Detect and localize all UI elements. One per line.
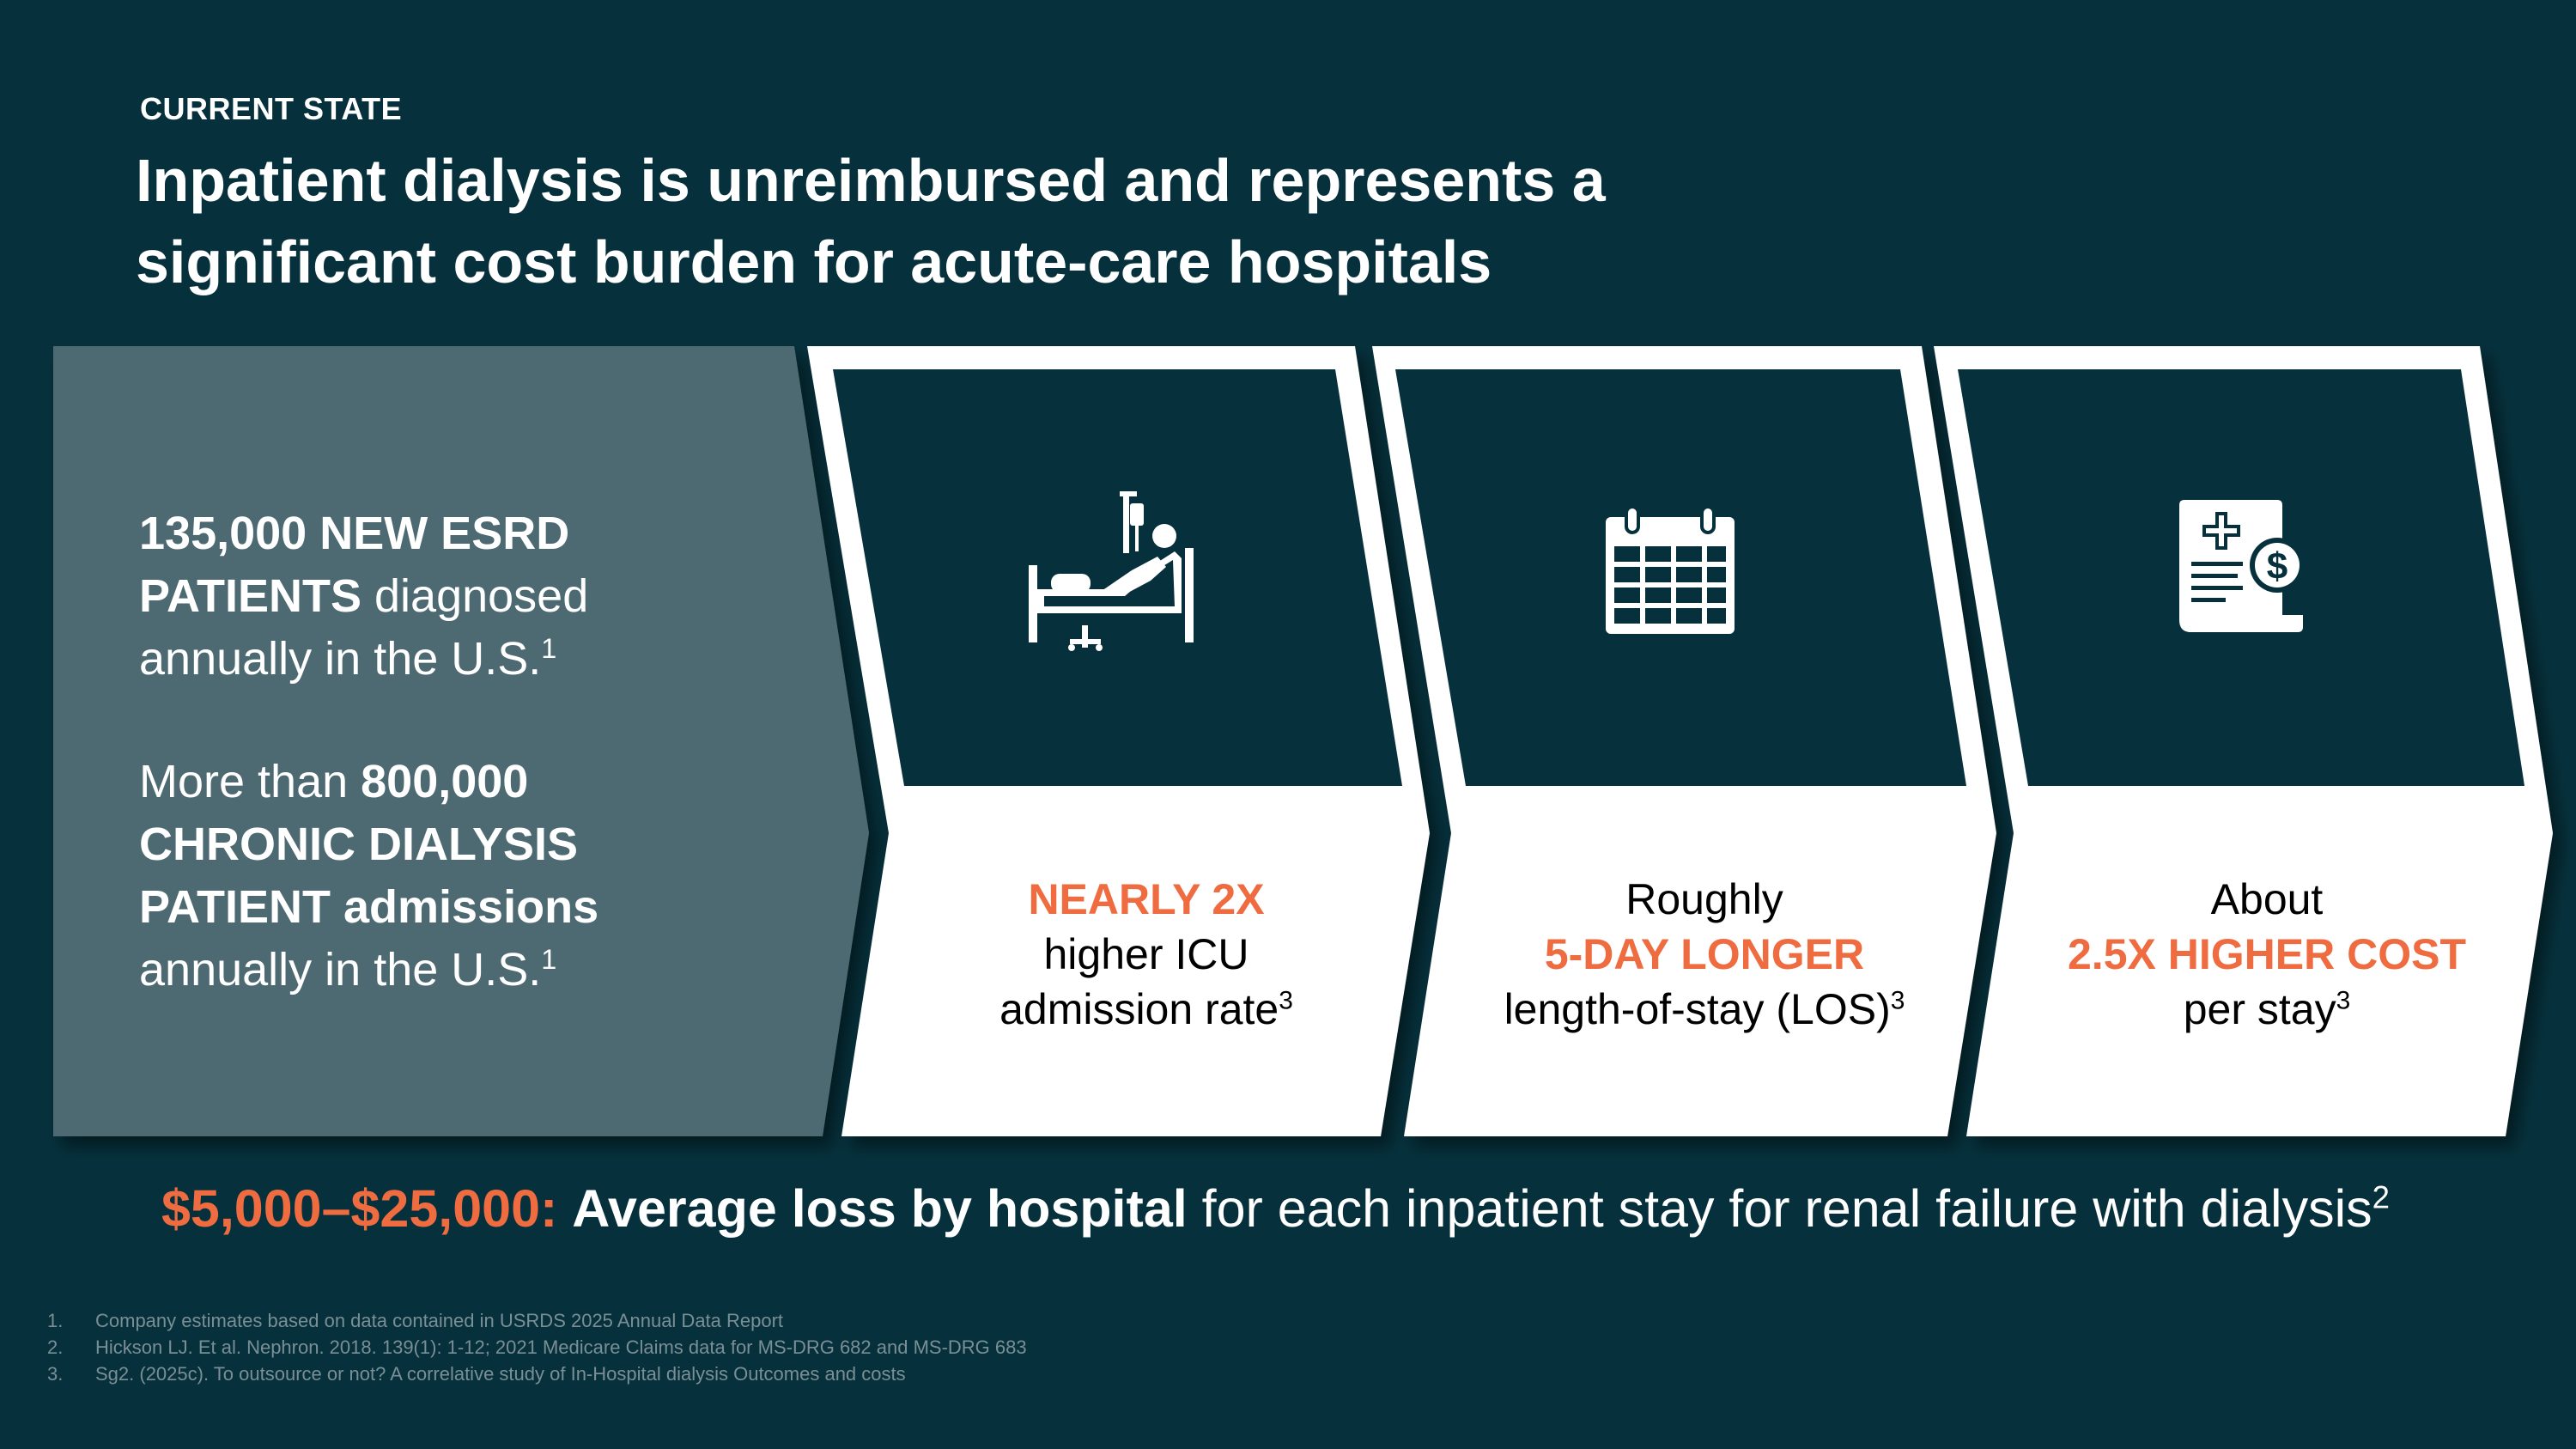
- summary-ref: 2: [2372, 1179, 2390, 1215]
- card-2-line-3: length-of-stay (LOS)3: [1504, 985, 1905, 1033]
- stat-2-line-2: CHRONIC DIALYSIS: [139, 819, 579, 870]
- summary-amount: $5,000–$25,000:: [161, 1179, 558, 1238]
- title-line-1: Inpatient dialysis is unreimbursed and r…: [136, 147, 1606, 214]
- stat-2-line-3: PATIENT admissions: [139, 881, 599, 933]
- left-panel-text: 135,000 NEW ESRD PATIENTS diagnosed annu…: [139, 502, 843, 1002]
- stat-1-ref: 1: [541, 633, 557, 664]
- card-3-line-1: About: [2210, 875, 2324, 923]
- card-2-text: Roughly 5-DAY LONGER length-of-stay (LOS…: [1464, 872, 1945, 1037]
- card-2-line-1: Roughly: [1625, 875, 1783, 923]
- card-2-ref: 3: [1890, 986, 1905, 1015]
- medical-bill-icon: $: [2174, 496, 2312, 634]
- card-3-highlight: 2.5X HIGHER COST: [2068, 930, 2466, 978]
- card-2-highlight: 5-DAY LONGER: [1544, 930, 1865, 978]
- card-1-ref: 3: [1279, 986, 1293, 1015]
- footnote-2: 2. Hickson LJ. Et al. Nephron. 2018. 139…: [47, 1336, 1027, 1358]
- summary-bold: Average loss by hospital: [572, 1179, 1188, 1238]
- card-1-icon-area: [833, 369, 1402, 786]
- stat-1-line-3: annually in the U.S.1: [139, 633, 557, 685]
- card-1-line-2: higher ICU: [1043, 930, 1249, 978]
- svg-text:$: $: [2267, 545, 2287, 588]
- card-1-text: NEARLY 2X higher ICU admission rate3: [906, 872, 1387, 1037]
- summary-statement: $5,000–$25,000: Average loss by hospital…: [161, 1178, 2480, 1239]
- footnotes: 1. Company estimates based on data conta…: [47, 1307, 1593, 1387]
- footnote-1: 1. Company estimates based on data conta…: [47, 1310, 784, 1331]
- card-1-highlight: NEARLY 2X: [1028, 875, 1265, 923]
- hospital-bed-icon: [1022, 488, 1202, 651]
- section-eyebrow: CURRENT STATE: [140, 91, 403, 126]
- stat-1-line-1: 135,000 NEW ESRD: [139, 508, 570, 559]
- summary-text: for each inpatient stay for renal failur…: [1187, 1179, 2372, 1238]
- card-3-line-3: per stay3: [2183, 985, 2351, 1033]
- calendar-icon: [1604, 505, 1736, 636]
- card-3-text: About 2.5X HIGHER COST per stay3: [2026, 872, 2507, 1037]
- card-1-line-3: admission rate3: [999, 985, 1293, 1033]
- stat-2-line-4: annually in the U.S.1: [139, 944, 557, 995]
- title-line-2: significant cost burden for acute-care h…: [136, 228, 1492, 295]
- left-panel-shape: [53, 346, 869, 1136]
- card-3-ref: 3: [2336, 986, 2351, 1015]
- footnote-3: 3. Sg2. (2025c). To outsource or not? A …: [47, 1363, 906, 1385]
- page-title: Inpatient dialysis is unreimbursed and r…: [136, 140, 1853, 303]
- stat-1-line-2: PATIENTS diagnosed: [139, 570, 589, 622]
- stat-2-ref: 1: [541, 944, 557, 975]
- stat-2-line-1: More than 800,000: [139, 756, 529, 807]
